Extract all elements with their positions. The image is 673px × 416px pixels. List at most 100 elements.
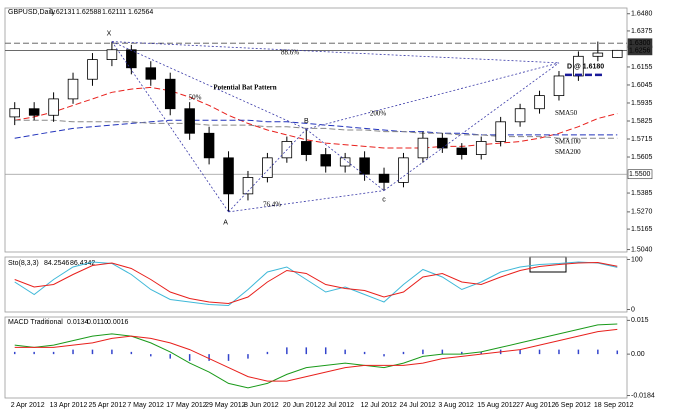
header-low: 1.62111 [102,9,126,16]
header-open: 1.62131 [50,9,75,16]
x-tick-label: 12 Jul 2012 [361,402,397,409]
candle-body [437,137,448,149]
x-tick-label: 6 Sep 2012 [555,402,591,409]
header-value: 0.0016 [107,319,129,326]
series-line [14,261,618,305]
header-close: 1.62564 [128,9,153,16]
y-tick-label: 1.5385 [631,190,653,197]
panel-title: Sto(8,3,3) [8,260,39,267]
annotation: 200% [370,110,387,118]
candle-body [339,157,351,167]
level-label: 1.5500 [629,171,651,178]
series-line [14,119,618,139]
candle-body [534,95,545,110]
y-tick-label: 1.6045 [631,82,653,89]
y-tick-label: 100 [631,256,643,263]
x-tick-label: 2 Jul 2012 [322,402,354,409]
candle-body [106,49,118,60]
y-tick-label: 0.00 [631,351,645,358]
pattern-label: B [304,118,309,125]
annotation: 76.4% [263,201,281,209]
annotation: 88.6% [281,49,299,57]
candle-body [378,173,390,183]
panel-frame [4,256,628,313]
candle-body [612,49,623,58]
pattern-line [111,41,559,64]
pattern-label: c [382,196,386,203]
candle-body [359,157,370,175]
candle-body [203,132,215,159]
x-tick-label: 17 May 2012 [166,402,207,409]
series-line [14,86,618,149]
y-tick-label: 0 [631,306,635,313]
y-tick-label: 1.5825 [631,118,653,125]
pattern-line [111,41,229,213]
y-tick-label: 1.5270 [631,209,653,216]
x-tick-label: 25 Apr 2012 [88,402,126,409]
series-line [14,328,618,382]
candle-body [48,98,59,116]
series-label: SMA100 [555,138,581,146]
y-tick-label: 0.015 [631,317,649,324]
y-tick-label: 1.6375 [631,28,653,35]
candle-body [553,75,565,97]
candle-body [475,141,487,155]
level-box [627,169,653,180]
header-high: 1.62588 [76,9,101,16]
series-line [14,261,618,307]
y-tick-label: 1.5165 [631,226,653,233]
candle-body [145,67,157,80]
candle-body [592,52,604,57]
candle-body [28,108,40,116]
level-box [627,45,653,56]
candle-body [495,121,506,142]
header-value: 86.4342 [70,260,95,267]
chart-title: GBPUSD,Daily [8,9,56,16]
x-tick-label: 2 Apr 2012 [11,402,45,409]
x-tick-label: 7 May 2012 [127,402,164,409]
pattern-label: X [107,30,112,37]
x-tick-label: 8 Jun 2012 [244,402,279,409]
y-tick-label: 1.5715 [631,136,653,143]
panel-frame [4,316,628,399]
y-tick-label: 1.5605 [631,154,653,161]
candle-body [126,49,137,69]
y-tick-label: -0.0184 [631,392,655,399]
candle-body [164,78,176,110]
candle-body [262,157,273,178]
candle-body [398,157,409,183]
level-label: 1.6256 [629,47,651,54]
x-tick-label: 3 Aug 2012 [438,402,474,409]
candle-body [456,147,468,155]
pattern-label: A [223,220,228,227]
panel-title: MACD Traditional [8,319,63,326]
pattern-label: D @ 1.6180 [567,64,604,71]
candle-body [320,154,331,167]
x-tick-label: 29 May 2012 [205,402,246,409]
panel-frame [4,7,628,253]
y-tick-label: 1.5935 [631,100,653,107]
pattern-line [111,41,307,130]
y-tick-label: 1.6155 [631,64,653,71]
series-line [14,119,618,139]
y-tick-label: 1.5040 [631,246,653,253]
x-tick-label: 27 Aug 2012 [516,402,555,409]
header-value: 0.0134 [67,319,89,326]
annotation: 50% [189,94,202,102]
x-tick-label: 15 Aug 2012 [477,402,516,409]
candle-body [223,157,234,195]
series-label: SMA50 [555,109,578,117]
y-tick-label: 1.6480 [631,11,653,18]
pattern-line [306,62,560,130]
candle-body [67,78,79,100]
series-line [14,323,618,389]
pattern-line [306,128,385,191]
x-tick-label: 20 Jun 2012 [283,402,322,409]
candle-body [9,108,20,118]
x-tick-label: 13 Apr 2012 [50,402,88,409]
candle-body [242,177,254,195]
header-value: 0.0110 [87,319,108,326]
header-value: 84.2546 [44,260,69,267]
